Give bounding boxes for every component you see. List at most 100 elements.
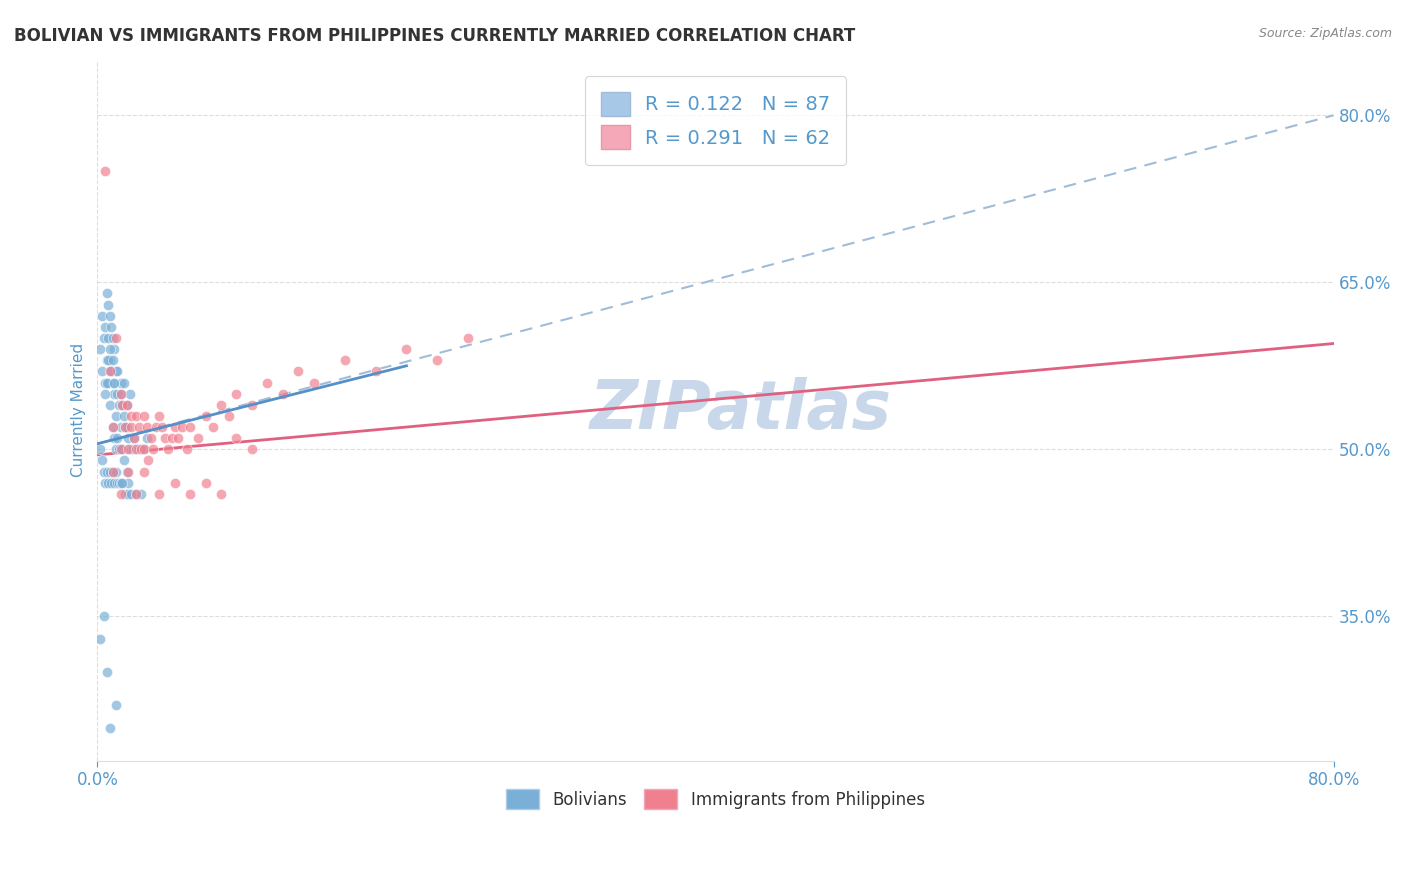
Point [93,331,115,345]
Point [96,353,118,368]
Point [111,398,134,412]
Point [128,442,150,457]
Point [457,331,479,345]
Point [98,398,121,412]
Point [100,319,122,334]
Point [240,398,263,412]
Point [160,431,183,445]
Point [132,442,155,457]
Point [103,386,125,401]
Point [127,442,149,457]
Point [209,487,232,501]
Point [225,386,247,401]
Point [103,431,125,445]
Point [108,475,131,490]
Point [129,487,152,501]
Point [117,487,139,501]
Point [96,465,118,479]
Point [120,487,142,501]
Point [108,398,131,412]
Point [98,465,121,479]
Point [240,442,263,457]
Point [114,420,136,434]
Point [120,409,142,423]
Point [97,331,120,345]
Point [89,342,111,356]
Point [395,342,418,356]
Point [117,431,139,445]
Point [101,331,124,345]
Point [91,364,114,378]
Point [111,442,134,457]
Point [129,442,152,457]
Point [135,431,157,445]
Point [125,442,148,457]
Point [100,475,122,490]
Point [97,475,120,490]
Point [150,420,173,434]
Point [98,364,121,378]
Point [218,409,240,423]
Point [91,453,114,467]
Point [108,442,131,457]
Point [111,398,134,412]
Point [287,364,309,378]
Point [101,420,124,434]
Point [179,420,201,434]
Point [187,431,209,445]
Point [100,364,122,378]
Point [115,465,138,479]
Point [94,164,117,178]
Point [122,442,145,457]
Point [112,376,135,390]
Point [112,453,135,467]
Point [118,386,141,401]
Point [166,431,188,445]
Point [96,286,118,301]
Point [96,665,118,679]
Point [194,475,217,490]
Point [101,376,124,390]
Point [117,442,139,457]
Point [101,465,124,479]
Point [101,353,124,368]
Point [117,475,139,490]
Point [124,431,146,445]
Y-axis label: Currently Married: Currently Married [72,343,86,477]
Point [104,331,127,345]
Point [138,453,160,467]
Point [132,442,155,457]
Point [115,420,138,434]
Point [93,609,115,624]
Point [148,487,170,501]
Point [103,342,125,356]
Point [125,487,148,501]
Point [176,442,198,457]
Point [115,398,138,412]
Point [94,475,117,490]
Point [155,431,177,445]
Point [96,376,118,390]
Point [426,353,449,368]
Point [104,442,127,457]
Point [128,420,150,434]
Point [103,376,125,390]
Point [94,376,117,390]
Point [94,386,117,401]
Point [97,376,120,390]
Point [194,409,217,423]
Point [115,398,138,412]
Point [225,431,247,445]
Text: ZIPatlas: ZIPatlas [589,377,891,443]
Point [101,465,124,479]
Point [125,442,148,457]
Point [202,420,225,434]
Point [256,376,278,390]
Point [364,364,387,378]
Point [148,409,170,423]
Point [142,442,165,457]
Point [333,353,356,368]
Point [110,442,132,457]
Point [101,420,124,434]
Point [125,487,148,501]
